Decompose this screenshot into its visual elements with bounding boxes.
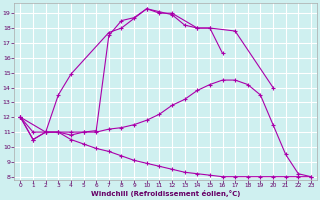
X-axis label: Windchill (Refroidissement éolien,°C): Windchill (Refroidissement éolien,°C) xyxy=(91,190,240,197)
